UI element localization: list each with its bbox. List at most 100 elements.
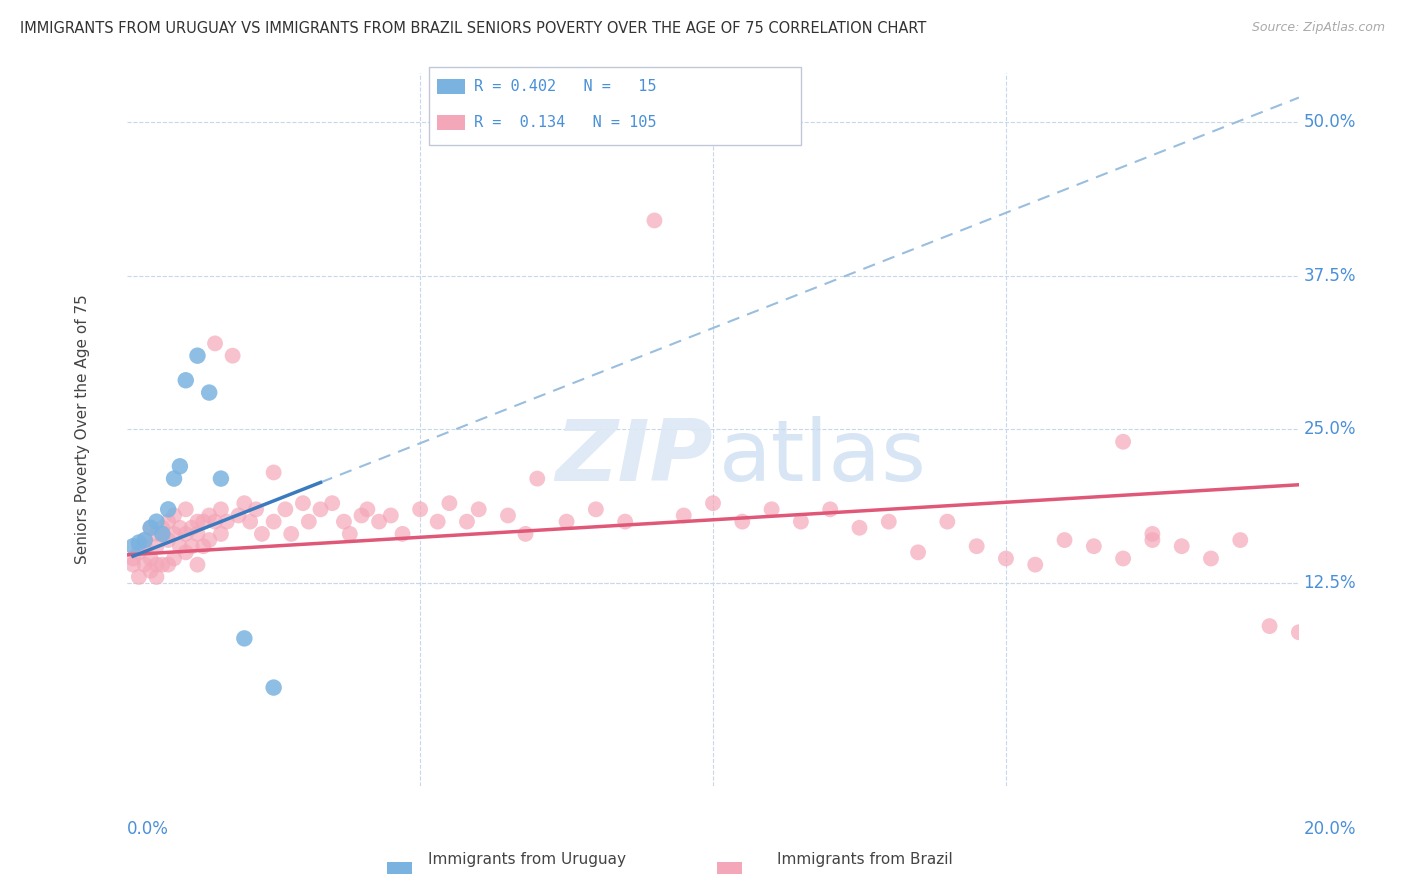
Point [150, 558, 173, 572]
Text: Immigrants from Brazil: Immigrants from Brazil [776, 852, 953, 867]
Point [350, 508, 373, 523]
Point [409, 502, 432, 516]
Point [321, 496, 343, 510]
Point [128, 535, 150, 549]
Point [761, 502, 783, 516]
Point [966, 539, 988, 553]
Point [309, 502, 332, 516]
Point [467, 502, 489, 516]
Point [731, 515, 754, 529]
Point [233, 496, 256, 510]
Text: 20.0%: 20.0% [1303, 820, 1355, 838]
Text: 37.5%: 37.5% [1303, 267, 1355, 285]
Point [163, 551, 186, 566]
Point [585, 502, 607, 516]
Point [157, 533, 180, 547]
Point [134, 533, 156, 547]
Point [439, 496, 461, 510]
Point [174, 502, 197, 516]
Point [702, 496, 724, 510]
Point [907, 545, 929, 559]
Point [180, 521, 202, 535]
Point [186, 349, 208, 363]
Point [1083, 539, 1105, 553]
Point [204, 515, 226, 529]
Point [157, 558, 180, 572]
Point [263, 515, 285, 529]
Text: Seniors Poverty Over the Age of 75: Seniors Poverty Over the Age of 75 [75, 294, 90, 565]
Point [122, 539, 145, 553]
Point [209, 527, 232, 541]
Point [122, 551, 145, 566]
Text: 50.0%: 50.0% [1303, 113, 1355, 131]
Point [186, 558, 208, 572]
Point [174, 545, 197, 559]
Point [1053, 533, 1076, 547]
Point [1142, 533, 1164, 547]
Point [169, 459, 191, 474]
Point [198, 385, 221, 400]
Point [526, 472, 548, 486]
Point [150, 527, 173, 541]
Point [263, 466, 285, 480]
Point [228, 508, 250, 523]
Point [643, 213, 665, 227]
Point [193, 539, 215, 553]
Point [139, 551, 162, 566]
Point [239, 515, 262, 529]
Point [391, 527, 413, 541]
Text: atlas: atlas [718, 417, 927, 500]
Point [250, 527, 273, 541]
Point [139, 521, 162, 535]
Point [1024, 558, 1046, 572]
Point [174, 527, 197, 541]
Point [157, 502, 180, 516]
Point [994, 551, 1017, 566]
Point [128, 539, 150, 553]
Point [186, 515, 208, 529]
Point [209, 472, 232, 486]
Point [163, 527, 186, 541]
Point [215, 515, 238, 529]
Point [193, 515, 215, 529]
Point [280, 527, 302, 541]
Point [209, 502, 232, 516]
Point [790, 515, 813, 529]
Point [139, 521, 162, 535]
Point [134, 533, 156, 547]
Point [1112, 551, 1135, 566]
Point [134, 558, 156, 572]
Point [134, 539, 156, 553]
Text: R =  0.134   N = 105: R = 0.134 N = 105 [474, 115, 657, 129]
Point [356, 502, 378, 516]
Point [298, 515, 321, 529]
Point [848, 521, 870, 535]
Point [368, 515, 391, 529]
Point [380, 508, 402, 523]
Text: IMMIGRANTS FROM URUGUAY VS IMMIGRANTS FROM BRAZIL SENIORS POVERTY OVER THE AGE O: IMMIGRANTS FROM URUGUAY VS IMMIGRANTS FR… [20, 21, 927, 36]
Point [145, 515, 167, 529]
Point [263, 681, 285, 695]
Point [186, 527, 208, 541]
Point [818, 502, 841, 516]
Point [145, 539, 167, 553]
Text: Source: ZipAtlas.com: Source: ZipAtlas.com [1251, 21, 1385, 34]
Point [233, 632, 256, 646]
Point [150, 527, 173, 541]
Point [1258, 619, 1281, 633]
Point [614, 515, 637, 529]
Point [274, 502, 297, 516]
Text: R = 0.402   N =   15: R = 0.402 N = 15 [474, 79, 657, 94]
Text: 0.0%: 0.0% [127, 820, 169, 838]
Point [198, 508, 221, 523]
Text: ZIP: ZIP [555, 417, 713, 500]
Point [1142, 527, 1164, 541]
Point [426, 515, 449, 529]
Point [128, 545, 150, 559]
Point [145, 570, 167, 584]
Point [936, 515, 959, 529]
Point [128, 570, 150, 584]
Point [515, 527, 537, 541]
Point [150, 521, 173, 535]
Point [339, 527, 361, 541]
